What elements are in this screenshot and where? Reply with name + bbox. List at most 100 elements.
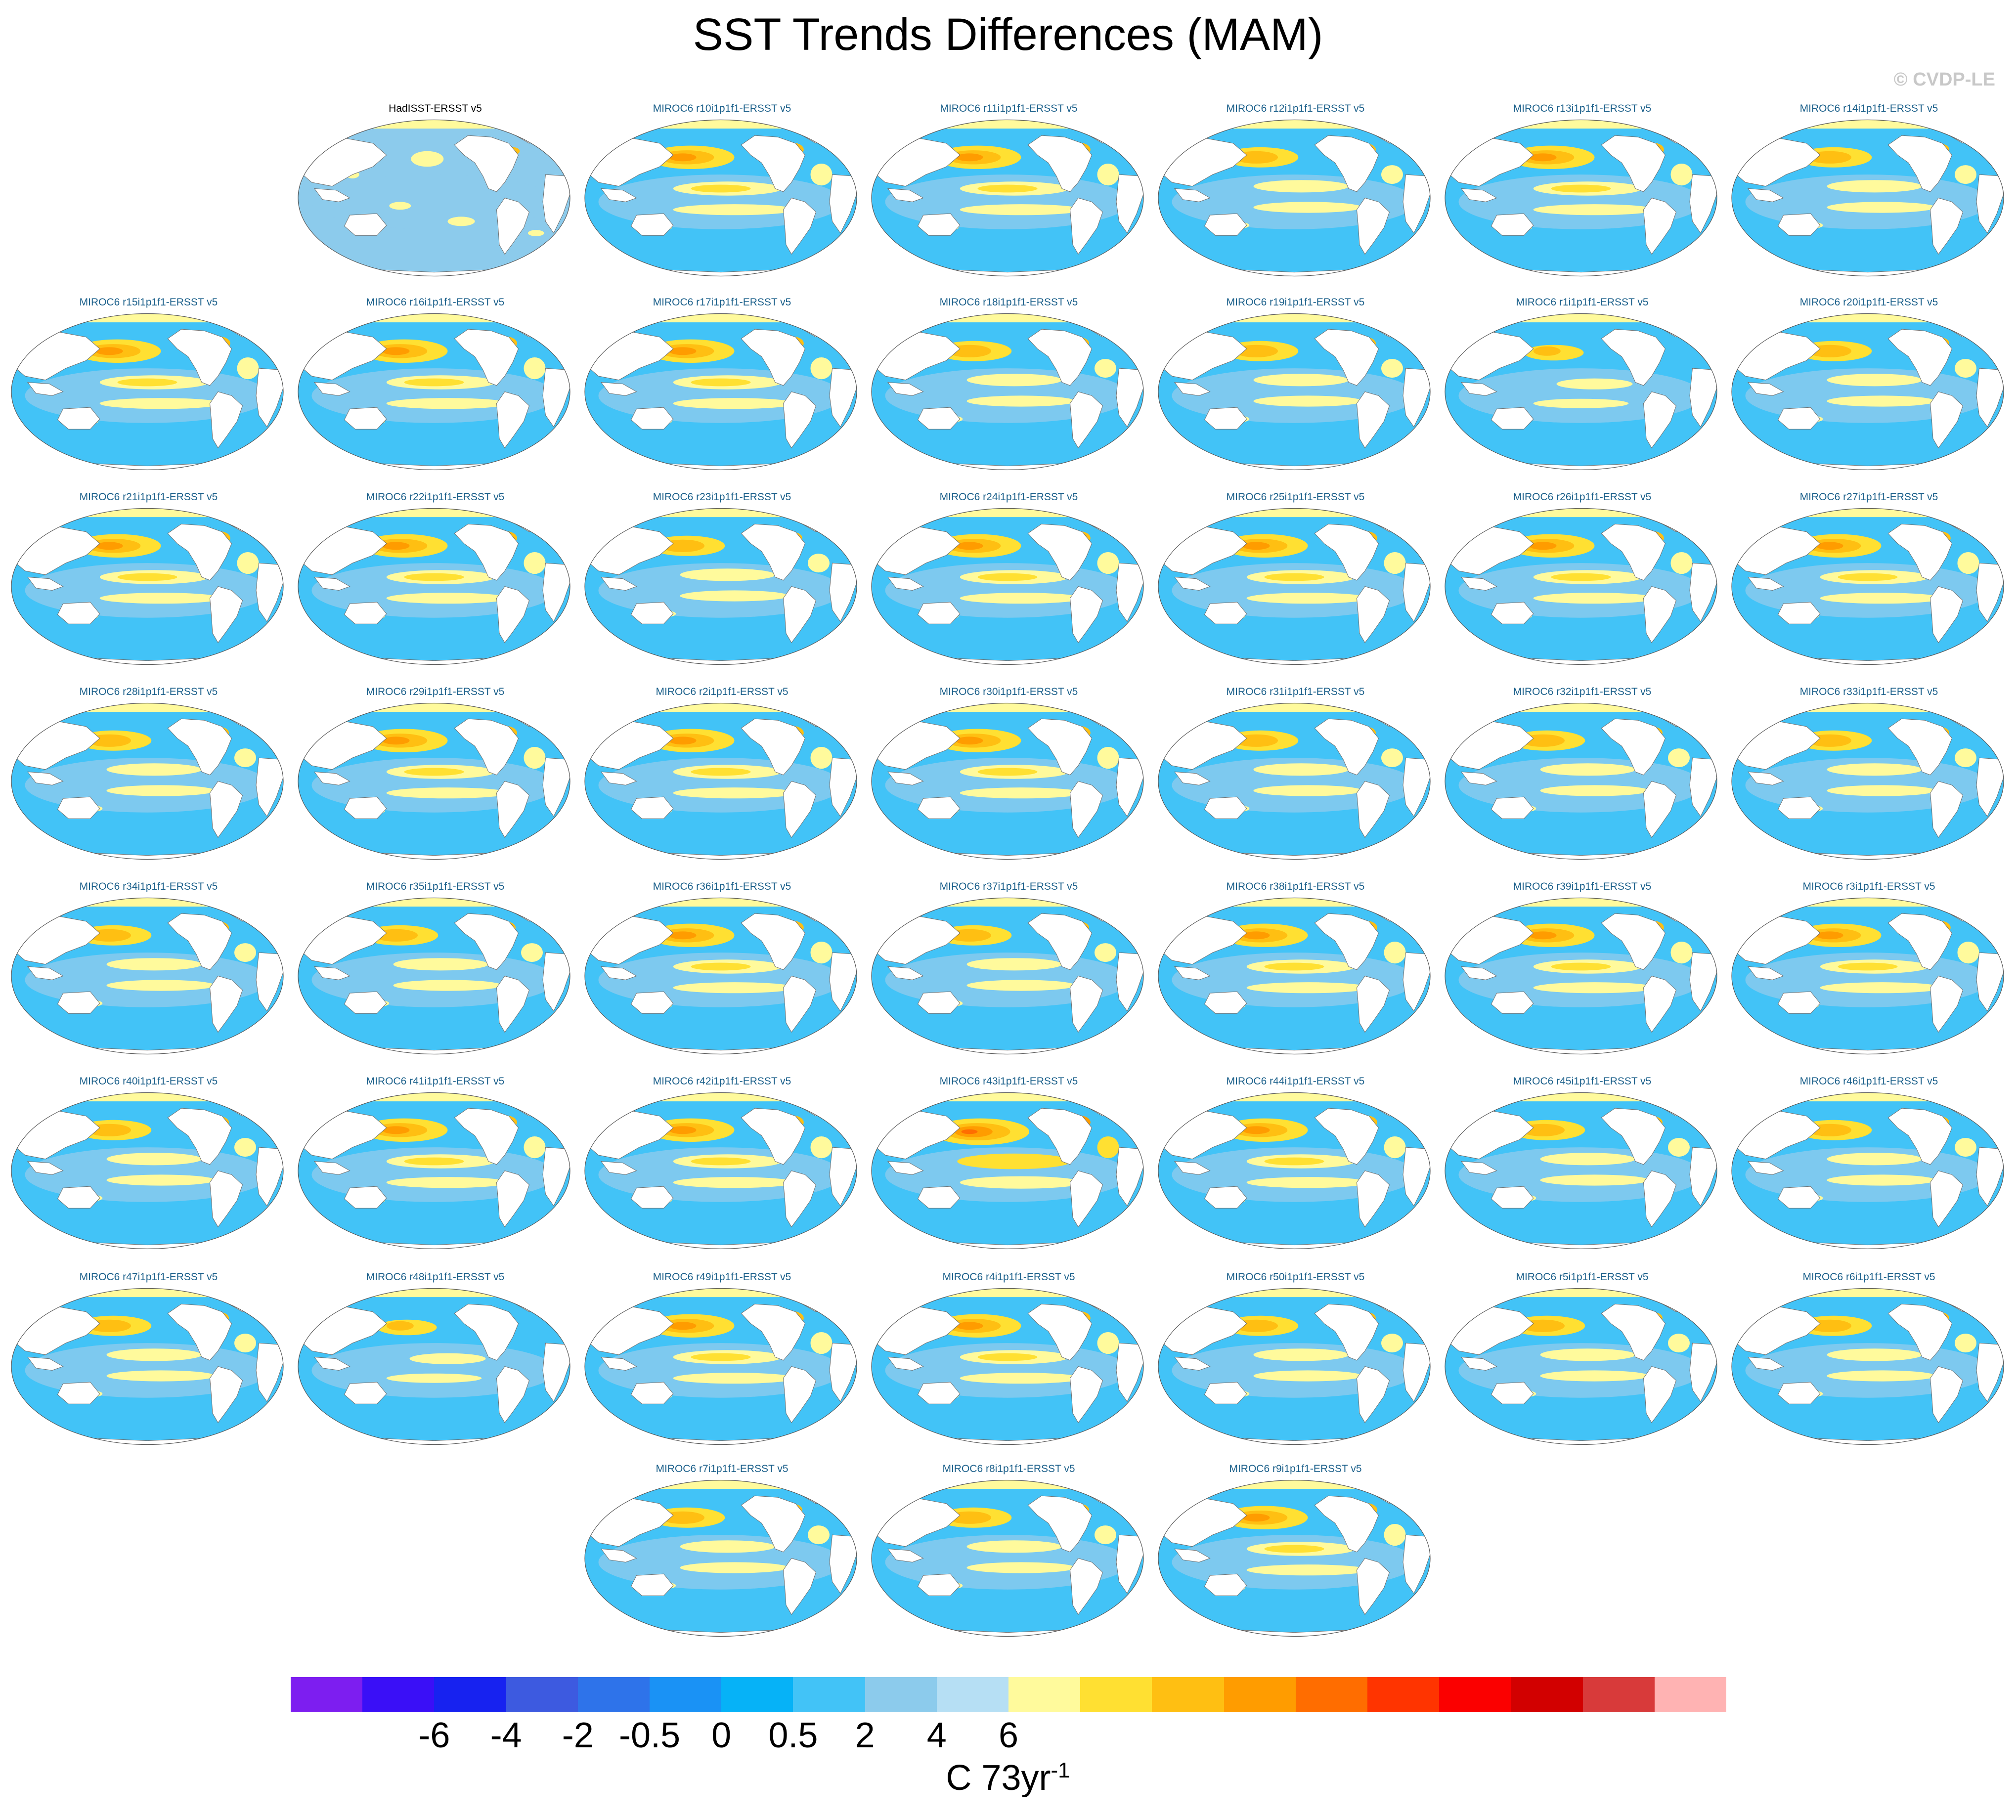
trend-contour: [1253, 202, 1362, 213]
map-panel: MIROC6 r42i1p1f1-ERSST v5: [582, 1076, 862, 1263]
map-panel: MIROC6 r31i1p1f1-ERSST v5: [1156, 686, 1435, 874]
robinson-world-map: [1158, 1092, 1431, 1250]
map-panel: MIROC6 r22i1p1f1-ERSST v5: [296, 491, 575, 679]
robinson-world-map: [1731, 508, 2004, 665]
trend-contour: [680, 568, 776, 581]
land-mass: [1314, 1303, 1379, 1361]
trend-contour: [1816, 931, 1843, 940]
trend-contour: [1264, 573, 1324, 581]
land-mass: [917, 407, 961, 430]
map-border: [1731, 119, 2004, 277]
trend-contour: [411, 151, 444, 167]
map-panel: MIROC6 r12i1p1f1-ERSST v5: [1156, 103, 1435, 291]
map-panel: MIROC6 r15i1p1f1-ERSST v5: [9, 297, 288, 484]
land-mass: [1929, 197, 1964, 255]
trend-contour: [1827, 374, 1923, 387]
land-mass: [1356, 197, 1390, 255]
land-mass: [454, 718, 519, 776]
land-mass: [209, 780, 243, 838]
land-mass: [1887, 913, 1953, 970]
land-mass: [1314, 718, 1379, 776]
panel-label: MIROC6 r3i1p1f1-ERSST v5: [1802, 881, 1935, 892]
trend-contour: [966, 1540, 1062, 1553]
map-panel: HadISST-ERSST v5: [296, 103, 575, 291]
land-mass: [600, 771, 637, 785]
colorbar-segment: [1439, 1677, 1511, 1712]
land-mass: [630, 796, 674, 819]
trend-contour: [1253, 395, 1362, 407]
map-border: [871, 702, 1144, 860]
robinson-world-map: [298, 1092, 570, 1250]
map-panel: MIROC6 r16i1p1f1-ERSST v5: [296, 297, 575, 484]
trend-contour: [404, 378, 464, 387]
trend-contour: [1242, 1514, 1270, 1522]
land-mass: [1643, 391, 1677, 449]
land-mass: [1204, 1186, 1247, 1209]
panel-label: MIROC6 r9i1p1f1-ERSST v5: [1229, 1463, 1362, 1474]
robinson-world-map: [871, 508, 1144, 665]
panel-label: MIROC6 r49i1p1f1-ERSST v5: [653, 1271, 791, 1283]
map-border: [871, 1092, 1144, 1250]
panel-label: MIROC6 r39i1p1f1-ERSST v5: [1513, 881, 1652, 892]
trend-contour: [447, 217, 475, 226]
land-mass: [1887, 135, 1953, 192]
land-mass: [1777, 991, 1821, 1014]
trend-contour: [956, 1322, 983, 1330]
land-mass: [1643, 1366, 1677, 1424]
land-mass: [1460, 1356, 1497, 1371]
trend-contour: [106, 785, 216, 796]
map-panel: MIROC6 r14i1p1f1-ERSST v5: [1729, 103, 2009, 291]
map-border: [584, 897, 857, 1055]
trend-contour: [1540, 1370, 1649, 1382]
trend-contour: [1668, 1334, 1690, 1353]
trend-contour: [673, 787, 796, 799]
land-mass: [1069, 780, 1103, 838]
robinson-world-map: [1731, 1288, 2004, 1445]
colorbar-segment: [721, 1677, 793, 1712]
robinson-world-map: [11, 508, 284, 665]
trend-contour: [1955, 165, 1976, 184]
trend-contour: [1253, 1348, 1349, 1361]
land-mass: [1929, 780, 1964, 838]
land-mass: [1314, 1108, 1379, 1165]
panel-label: MIROC6 r47i1p1f1-ERSST v5: [79, 1271, 218, 1283]
land-mass: [496, 780, 530, 838]
colorbar-segment: [1295, 1677, 1368, 1712]
land-mass: [1643, 586, 1677, 644]
trend-contour: [669, 1126, 697, 1134]
trend-contour: [1668, 748, 1690, 768]
map-border: [871, 1479, 1144, 1637]
arctic-strip: [11, 898, 283, 907]
trend-contour: [404, 573, 464, 581]
arctic-strip: [298, 120, 570, 129]
trend-contour: [673, 1177, 796, 1188]
arctic-strip: [298, 508, 570, 518]
land-mass: [1069, 391, 1103, 449]
map-border: [1158, 1092, 1431, 1250]
arctic-strip: [872, 898, 1143, 907]
panel-label: MIROC6 r38i1p1f1-ERSST v5: [1226, 881, 1365, 892]
trend-contour: [1381, 359, 1403, 378]
land-mass: [209, 391, 243, 449]
panel-label: HadISST-ERSST v5: [389, 103, 482, 114]
land-mass: [1887, 1303, 1953, 1361]
panel-label: MIROC6 r35i1p1f1-ERSST v5: [366, 881, 505, 892]
colorbar-segment: [577, 1677, 650, 1712]
panel-label: MIROC6 r5i1p1f1-ERSST v5: [1516, 1271, 1649, 1283]
map-border: [1731, 313, 2004, 471]
arctic-strip: [585, 508, 857, 518]
arctic-strip: [1158, 703, 1430, 712]
colorbar-segment: [1152, 1677, 1224, 1712]
land-mass: [1174, 1161, 1211, 1175]
robinson-world-map: [871, 1288, 1144, 1445]
land-mass: [1601, 135, 1666, 192]
robinson-world-map: [1731, 702, 2004, 860]
arctic-strip: [1445, 898, 1717, 907]
map-border: [1445, 119, 1717, 277]
colorbar-tick-label: -4: [490, 1716, 522, 1755]
map-border: [584, 702, 857, 860]
map-border: [584, 313, 857, 471]
map-panel: MIROC6 r47i1p1f1-ERSST v5: [9, 1271, 288, 1459]
map-border: [1731, 702, 2004, 860]
trend-contour: [977, 184, 1038, 193]
